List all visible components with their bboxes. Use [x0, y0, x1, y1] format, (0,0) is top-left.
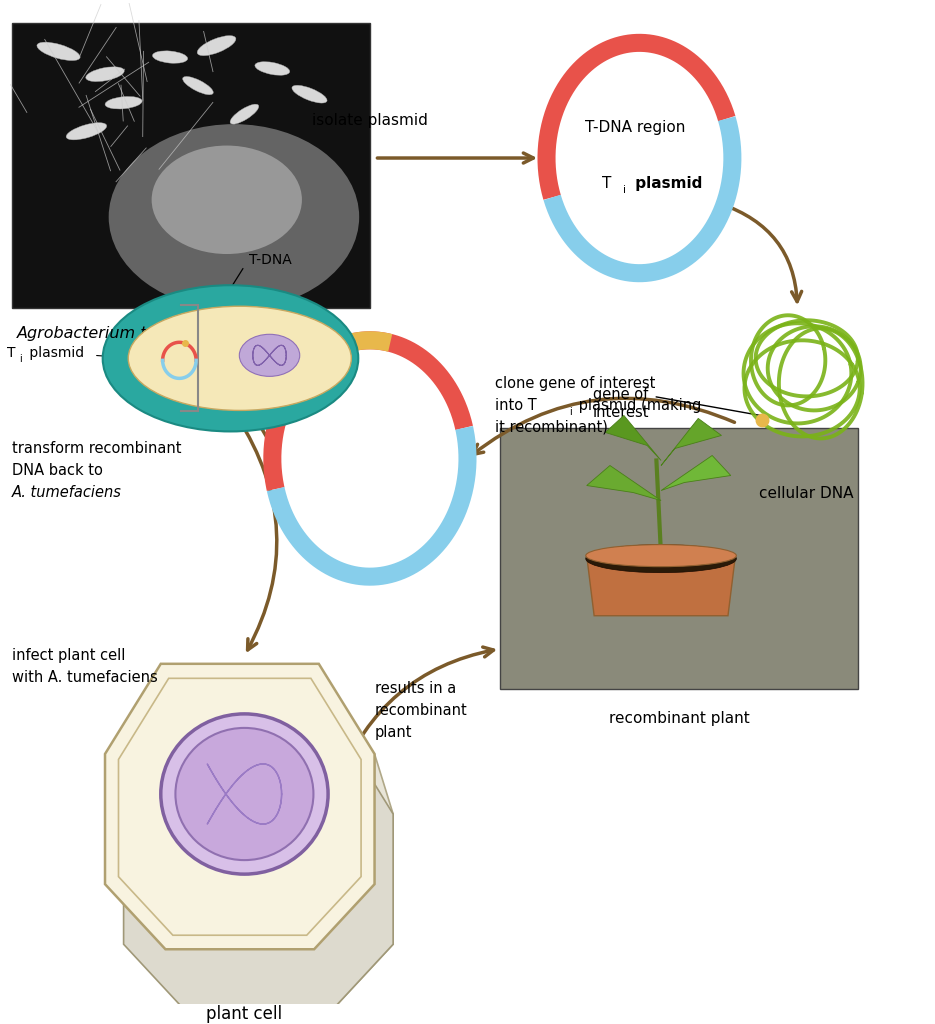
- Text: isolate plasmid: isolate plasmid: [312, 114, 428, 128]
- Polygon shape: [165, 949, 333, 1010]
- Ellipse shape: [66, 123, 107, 140]
- Text: i: i: [20, 354, 22, 365]
- Text: plant cell: plant cell: [207, 1006, 282, 1023]
- Ellipse shape: [182, 77, 213, 94]
- Ellipse shape: [197, 36, 236, 55]
- Bar: [500, 428, 858, 689]
- Text: T-DNA region: T-DNA region: [584, 121, 685, 135]
- Ellipse shape: [585, 545, 737, 572]
- Text: DNA back to: DNA back to: [12, 463, 103, 478]
- Text: infect plant cell: infect plant cell: [12, 648, 125, 664]
- Polygon shape: [105, 664, 375, 949]
- Text: with A. tumefaciens: with A. tumefaciens: [12, 671, 158, 685]
- Text: i: i: [623, 185, 626, 195]
- Ellipse shape: [152, 51, 188, 63]
- Text: A. tumefaciens: A. tumefaciens: [12, 485, 122, 500]
- Text: into T: into T: [496, 398, 537, 413]
- Text: plant: plant: [375, 725, 412, 740]
- Ellipse shape: [292, 85, 327, 103]
- Polygon shape: [586, 466, 661, 501]
- Ellipse shape: [255, 61, 290, 75]
- Text: it recombinant): it recombinant): [496, 420, 609, 435]
- Polygon shape: [123, 724, 393, 1010]
- Text: plasmid: plasmid: [630, 175, 702, 190]
- Text: cellular DNA: cellular DNA: [759, 486, 854, 501]
- Text: gene of
interest: gene of interest: [592, 387, 649, 420]
- Ellipse shape: [585, 545, 737, 566]
- Text: T: T: [7, 346, 16, 360]
- Polygon shape: [375, 754, 393, 944]
- Text: results in a: results in a: [375, 681, 455, 696]
- Ellipse shape: [239, 334, 300, 377]
- Ellipse shape: [108, 124, 359, 309]
- Polygon shape: [605, 416, 661, 461]
- Text: T-DNA: T-DNA: [249, 253, 292, 267]
- Polygon shape: [661, 456, 731, 490]
- Text: Agrobacterium tumefaciens: Agrobacterium tumefaciens: [17, 327, 240, 341]
- Polygon shape: [661, 419, 722, 466]
- Text: transform recombinant: transform recombinant: [12, 441, 181, 456]
- Polygon shape: [586, 556, 736, 615]
- Ellipse shape: [128, 306, 352, 411]
- Text: recombinant plant: recombinant plant: [609, 711, 749, 726]
- Polygon shape: [314, 884, 393, 1010]
- Ellipse shape: [176, 728, 313, 860]
- Ellipse shape: [86, 67, 124, 82]
- Ellipse shape: [151, 145, 302, 254]
- Text: plasmid: plasmid: [25, 346, 84, 360]
- Text: T: T: [602, 175, 611, 190]
- Ellipse shape: [36, 42, 80, 60]
- Text: plasmid (making: plasmid (making: [574, 398, 702, 413]
- Text: recombinant: recombinant: [375, 703, 468, 719]
- Ellipse shape: [230, 104, 259, 124]
- Bar: [12, 23, 370, 308]
- Text: clone gene of interest: clone gene of interest: [496, 376, 655, 391]
- Ellipse shape: [105, 96, 142, 109]
- Ellipse shape: [103, 286, 358, 431]
- Ellipse shape: [161, 714, 328, 874]
- Text: i: i: [568, 408, 571, 418]
